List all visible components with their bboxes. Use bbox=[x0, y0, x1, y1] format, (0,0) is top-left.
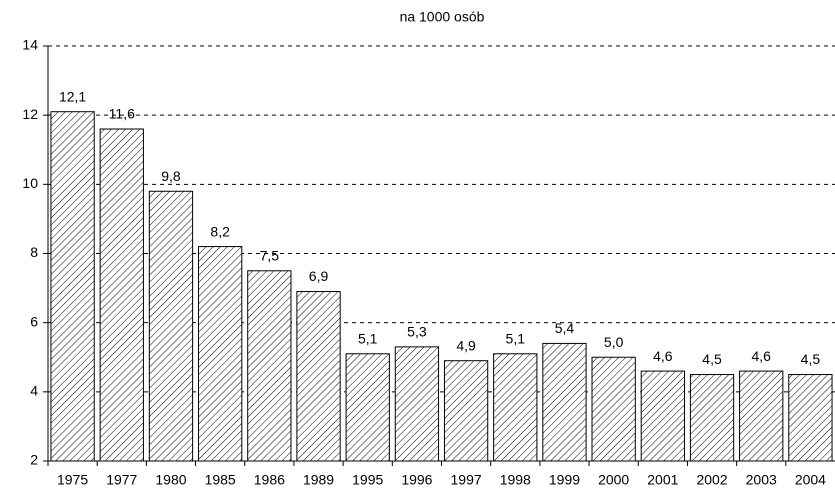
bar bbox=[493, 353, 538, 462]
y-tick-label: 8 bbox=[30, 244, 38, 260]
y-tick-label: 10 bbox=[22, 175, 38, 191]
x-tick-label: 1985 bbox=[205, 472, 236, 488]
y-tick-label: 6 bbox=[30, 313, 38, 329]
x-tick-label: 1975 bbox=[57, 472, 88, 488]
bar bbox=[99, 128, 144, 462]
chart-title: na 1000 osób bbox=[400, 9, 485, 25]
data-label: 7,5 bbox=[260, 247, 280, 263]
bar bbox=[788, 374, 833, 462]
data-label: 4,6 bbox=[751, 348, 771, 364]
bar bbox=[198, 246, 243, 462]
data-label: 5,0 bbox=[604, 334, 624, 350]
data-label: 5,1 bbox=[506, 330, 526, 346]
bar bbox=[591, 356, 636, 462]
x-tick-label: 1999 bbox=[549, 472, 580, 488]
x-tick-label: 1980 bbox=[155, 472, 186, 488]
bar bbox=[50, 111, 95, 462]
data-label: 4,5 bbox=[801, 351, 821, 367]
data-label: 9,8 bbox=[161, 168, 181, 184]
x-tick-label: 2004 bbox=[795, 472, 826, 488]
data-label: 4,9 bbox=[456, 337, 476, 353]
data-label: 4,5 bbox=[702, 351, 722, 367]
data-label: 8,2 bbox=[210, 223, 230, 239]
y-tick-label: 2 bbox=[30, 452, 38, 468]
bar bbox=[542, 342, 587, 462]
x-tick-label: 1986 bbox=[254, 472, 285, 488]
bar bbox=[640, 370, 685, 462]
x-tick-label: 2002 bbox=[696, 472, 727, 488]
data-label: 4,6 bbox=[653, 348, 673, 364]
x-tick-label: 1998 bbox=[500, 472, 531, 488]
x-tick-label: 2003 bbox=[746, 472, 777, 488]
bar bbox=[247, 270, 292, 462]
y-tick-label: 14 bbox=[22, 37, 38, 53]
data-label: 12,1 bbox=[59, 88, 86, 104]
data-label: 5,4 bbox=[555, 320, 575, 336]
x-tick-label: 1995 bbox=[352, 472, 383, 488]
x-tick-label: 1997 bbox=[451, 472, 482, 488]
data-label: 6,9 bbox=[309, 268, 329, 284]
y-tick-label: 4 bbox=[30, 383, 38, 399]
x-tick-label: 1989 bbox=[303, 472, 334, 488]
bar bbox=[345, 353, 390, 462]
bar bbox=[689, 374, 735, 462]
data-label: 11,6 bbox=[109, 106, 135, 122]
x-tick-label: 1977 bbox=[106, 472, 137, 488]
bar bbox=[148, 190, 194, 462]
data-label: 5,1 bbox=[358, 330, 378, 346]
x-tick-label: 2000 bbox=[598, 472, 629, 488]
x-tick-label: 1996 bbox=[401, 472, 432, 488]
y-tick-label: 12 bbox=[22, 106, 38, 122]
bar bbox=[394, 346, 440, 462]
bar bbox=[739, 370, 784, 462]
data-label: 5,3 bbox=[407, 324, 427, 340]
bar bbox=[443, 360, 489, 462]
x-tick-label: 2001 bbox=[647, 472, 678, 488]
bar bbox=[296, 291, 341, 462]
